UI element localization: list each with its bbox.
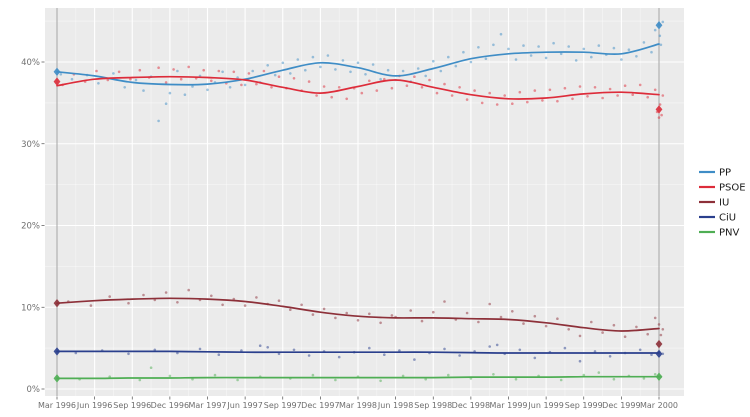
x-axis-label: Jun 1999 (527, 401, 563, 410)
series-pp-trend-line (56, 43, 660, 86)
x-axis-label: Sep 1997 (264, 401, 302, 410)
y-axis-label: 0% (27, 385, 41, 395)
diamond-psoe-mar-1996 (53, 77, 61, 86)
y-axis-label: 10% (21, 303, 40, 313)
x-axis-label: Mar 1999 (490, 401, 528, 410)
x-axis-label: Jun 1998 (377, 401, 413, 410)
election-result-diamonds (53, 21, 663, 383)
x-axis-label: Mar 2000 (640, 401, 678, 410)
series-psoe-points (61, 65, 665, 119)
x-axis-label: Dec 1999 (602, 401, 640, 410)
y-axis-label: 30% (21, 140, 40, 150)
legend-label-ciu: CiU (719, 213, 736, 224)
legend: PP PSOE IU CiU PNV (699, 168, 746, 239)
legend-item-pnv: PNV (699, 228, 740, 239)
y-axis-label: 20% (21, 222, 40, 232)
diamond-ciu-mar-2000 (655, 349, 663, 359)
legend-item-ciu: CiU (699, 213, 736, 224)
legend-label-iu: IU (719, 198, 729, 209)
series-psoe-trend-line (56, 75, 660, 100)
diamond-ciu-mar-1996 (53, 347, 61, 356)
x-axis-label: Jun 1996 (76, 401, 112, 410)
legend-label-pp: PP (719, 168, 731, 179)
x-axis-label: Mar 1998 (339, 401, 377, 410)
diamond-iu-mar-2000 (655, 339, 663, 349)
x-axis-label: Sep 1996 (113, 401, 151, 410)
legend-item-psoe: PSOE (699, 183, 746, 194)
x-axis-label: Jun 1997 (226, 401, 262, 410)
grid-minor (45, 8, 684, 396)
diamond-pp-mar-2000 (655, 21, 663, 30)
series-iu-trend-line (56, 297, 660, 332)
y-axis-label: 40% (21, 58, 40, 68)
diamond-iu-mar-1996 (53, 298, 61, 308)
x-axis-label: Dec 1997 (301, 401, 339, 410)
diamond-pnv-mar-1996 (53, 374, 61, 383)
x-axis-label: Mar 1997 (189, 401, 227, 410)
x-axis-label: Dec 1996 (151, 401, 189, 410)
x-axis-label: Dec 1998 (452, 401, 490, 410)
series-iu-points (67, 288, 665, 339)
x-axis: Mar 1996 Jun 1996 Sep 1996 Dec 1996 Mar 1997… (38, 396, 678, 410)
series-ciu-trend-line (56, 350, 660, 354)
plot-panel (45, 8, 684, 396)
diamond-pnv-mar-2000 (655, 372, 663, 381)
x-axis-label: Sep 1999 (565, 401, 603, 410)
legend-label-pnv: PNV (719, 228, 740, 239)
legend-item-iu: IU (699, 198, 729, 209)
grid-major (45, 8, 684, 396)
series-pnv-trend-line (56, 375, 660, 380)
legend-label-psoe: PSOE (719, 183, 746, 194)
x-axis-label: Sep 1998 (414, 401, 452, 410)
diamond-pp-mar-1996 (53, 67, 61, 77)
diamond-psoe-mar-2000 (655, 105, 663, 114)
x-axis-label: Mar 1996 (38, 401, 76, 410)
legend-item-pp: PP (699, 168, 731, 179)
y-axis: 0% 10% 20% 30% 40% (21, 58, 45, 395)
